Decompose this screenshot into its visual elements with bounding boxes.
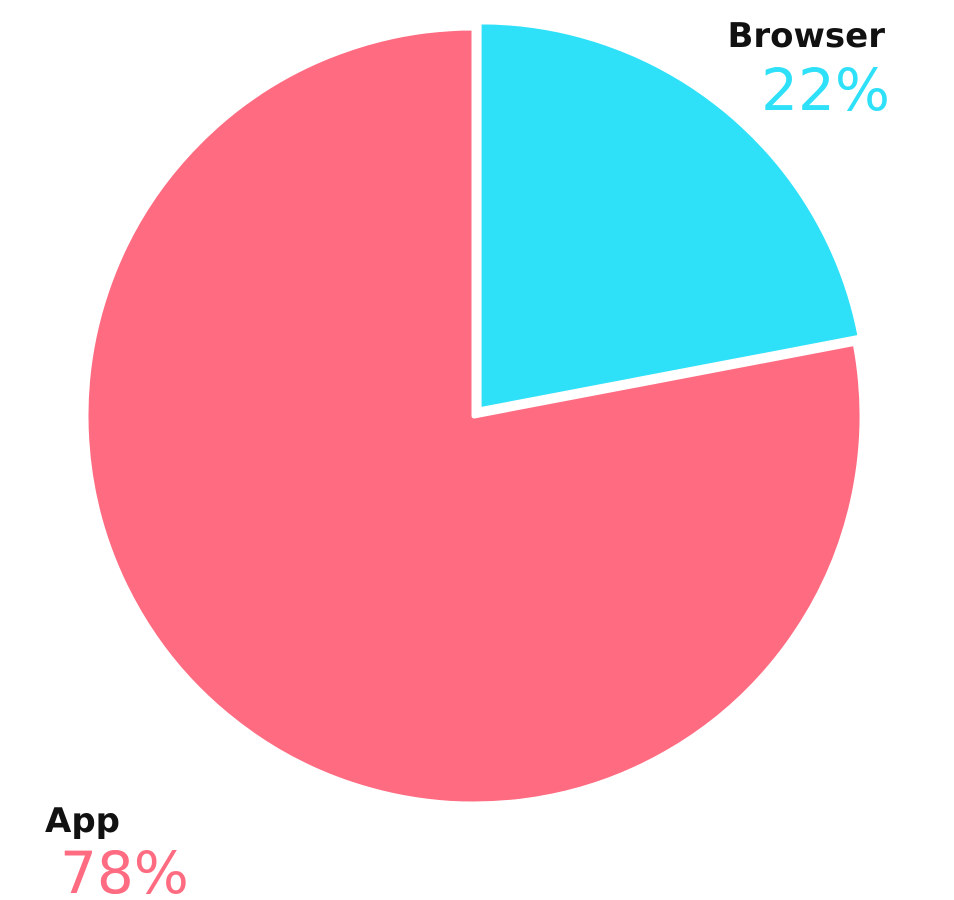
slice-value-label: 22% xyxy=(761,56,890,124)
pie-slice xyxy=(476,19,863,413)
slice-label: App xyxy=(45,801,120,841)
slice-label: Browser xyxy=(727,16,885,56)
pie-slice xyxy=(83,25,865,807)
slice-value-label: 78% xyxy=(60,839,189,900)
